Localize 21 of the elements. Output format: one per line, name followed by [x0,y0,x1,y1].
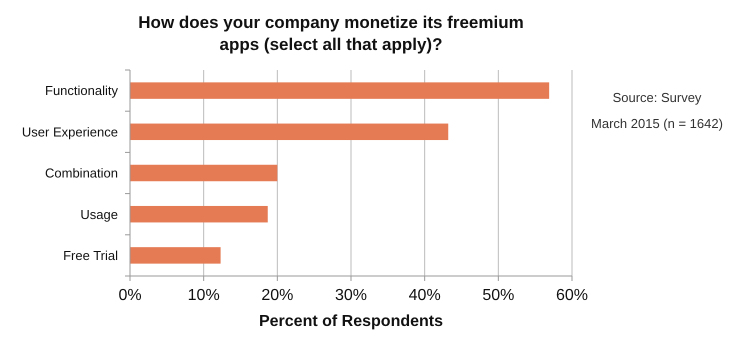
x-tick-label: 50% [482,287,514,304]
bar [130,124,448,140]
y-tick-label: Free Trial [63,248,118,263]
source-note: Source: Survey [612,90,702,105]
x-tick-label: 30% [334,287,368,304]
y-tick-label: Functionality [45,83,118,98]
y-tick-label: User Experience [22,124,118,140]
y-tick-label: Combination [45,166,118,181]
x-tick-label: 60% [556,287,588,304]
x-tick-label: 0% [118,287,142,304]
bar [130,164,278,182]
x-axis-title: Percent of Respondents [258,313,444,330]
bar [130,206,268,222]
bar [130,247,221,264]
text: March 2015 (n = 1642) [591,116,723,131]
x-tick-label: 10% [188,287,220,304]
x-tick-label: 40% [408,287,441,304]
bar [130,82,550,99]
x-tick-label: 20% [261,287,294,304]
y-tick-label: Usage [80,206,118,222]
chart-title: How does your company monetize its freemium apps (select all that apply)? [138,13,524,54]
